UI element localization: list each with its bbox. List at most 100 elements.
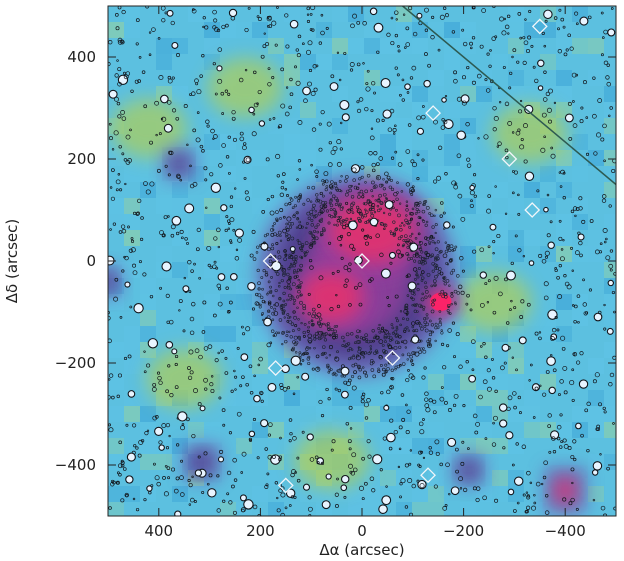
heatmap-cell xyxy=(124,358,140,374)
star-contour xyxy=(289,246,296,252)
star-contour xyxy=(547,424,551,428)
star-contour xyxy=(143,498,147,502)
star-contour xyxy=(394,334,398,338)
star-contour xyxy=(295,271,299,274)
heatmap-cell xyxy=(476,502,492,516)
star-contour xyxy=(357,375,362,380)
star-contour xyxy=(436,258,439,262)
star-contour xyxy=(518,109,523,114)
star-contour xyxy=(317,199,321,202)
star-contour xyxy=(545,370,550,374)
star-contour xyxy=(290,495,295,499)
star-contour xyxy=(148,31,152,34)
star-contour xyxy=(141,70,146,74)
heatmap-cell xyxy=(108,374,124,390)
star-contour xyxy=(225,215,229,219)
star-contour xyxy=(349,243,355,249)
star-contour xyxy=(252,112,256,116)
heatmap-cell xyxy=(508,6,524,22)
star-contour xyxy=(135,18,140,23)
heatmap-cell xyxy=(428,486,444,502)
star-contour xyxy=(532,65,536,69)
star-contour xyxy=(439,214,443,218)
heatmap-cell xyxy=(460,246,476,262)
star-contour xyxy=(378,323,381,327)
star-contour xyxy=(400,393,405,397)
star-contour xyxy=(399,495,402,499)
star-contour xyxy=(391,331,395,335)
star-contour xyxy=(167,215,170,218)
star-contour xyxy=(311,28,315,32)
star-contour xyxy=(168,150,173,155)
star-contour xyxy=(596,132,602,138)
star-contour xyxy=(529,363,533,367)
star-contour xyxy=(294,351,298,354)
star-contour xyxy=(196,89,202,95)
star-contour xyxy=(329,208,333,212)
star-contour xyxy=(607,279,614,287)
star-contour xyxy=(472,413,478,419)
heatmap-cell xyxy=(556,182,572,198)
star-contour xyxy=(419,260,424,264)
star-contour xyxy=(303,98,308,104)
star-contour xyxy=(363,213,368,218)
star-contour xyxy=(502,65,506,69)
star-contour xyxy=(448,312,452,315)
star-contour xyxy=(430,284,434,288)
star-contour xyxy=(329,82,339,91)
star-contour xyxy=(443,119,454,130)
star-contour xyxy=(528,9,532,14)
star-contour xyxy=(360,165,365,170)
star-contour xyxy=(417,282,420,286)
star-contour xyxy=(420,114,426,120)
star-contour xyxy=(213,26,219,32)
star-contour xyxy=(358,97,364,102)
star-contour xyxy=(434,274,438,279)
star-contour xyxy=(275,272,280,276)
star-contour xyxy=(292,257,296,262)
star-contour xyxy=(333,215,336,219)
heatmap-cell xyxy=(556,38,572,54)
star-contour xyxy=(316,312,322,318)
heatmap-cell xyxy=(124,406,140,422)
star-contour xyxy=(356,62,361,67)
star-contour xyxy=(343,380,348,385)
star-contour xyxy=(297,120,303,125)
star-contour xyxy=(424,397,429,402)
star-contour xyxy=(180,425,186,431)
star-contour xyxy=(548,450,552,454)
star-contour xyxy=(378,504,388,514)
star-contour xyxy=(559,185,563,188)
star-contour xyxy=(318,122,322,126)
emission-region-peak xyxy=(330,198,415,263)
star-contour xyxy=(376,204,380,208)
star-contour xyxy=(146,485,153,492)
star-contour xyxy=(356,20,361,25)
star-contour xyxy=(602,228,608,234)
star-contour xyxy=(428,332,433,337)
star-contour xyxy=(286,320,290,323)
heatmap-cell xyxy=(524,22,540,38)
star-contour xyxy=(390,187,395,192)
star-contour xyxy=(285,86,289,89)
star-contour xyxy=(201,490,205,494)
heatmap-cell xyxy=(236,294,252,310)
heatmap-cell xyxy=(428,374,444,390)
star-contour xyxy=(400,190,404,193)
star-contour xyxy=(411,185,415,189)
star-contour xyxy=(394,294,399,299)
star-contour xyxy=(350,208,354,211)
star-contour xyxy=(405,200,409,203)
star-contour xyxy=(402,13,406,16)
star-contour xyxy=(279,436,282,440)
star-contour xyxy=(407,329,411,332)
star-contour xyxy=(488,64,492,68)
star-contour xyxy=(159,286,163,290)
x-tick-label: −400 xyxy=(545,522,586,540)
star-contour xyxy=(166,9,174,17)
star-contour xyxy=(462,404,466,408)
star-contour xyxy=(350,195,355,199)
star-contour xyxy=(296,217,299,220)
star-contour xyxy=(217,273,226,281)
heatmap-cell xyxy=(220,246,236,262)
